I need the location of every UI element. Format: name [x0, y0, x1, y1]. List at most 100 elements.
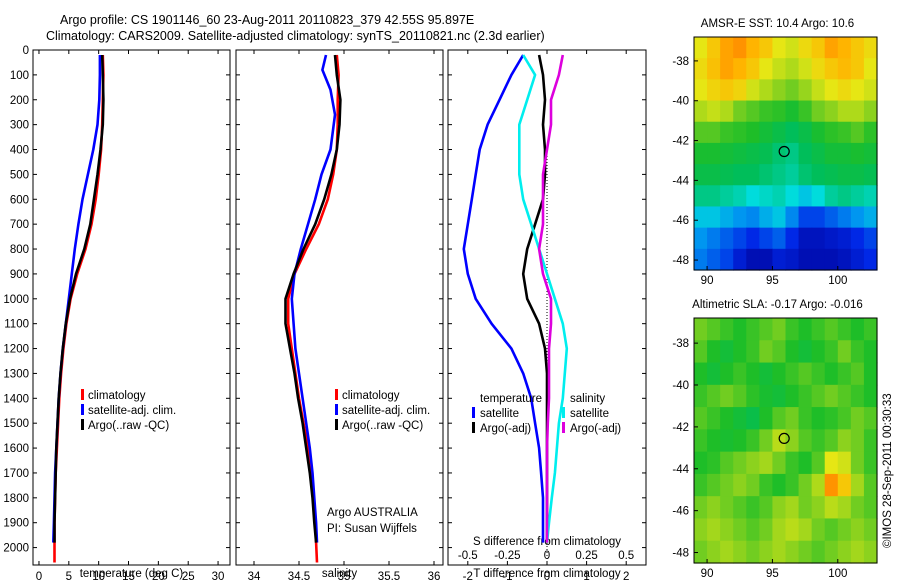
heatmap-cell	[707, 340, 721, 364]
x-axis-label: temperature (deg C)	[80, 568, 184, 580]
heatmap-cell	[746, 384, 760, 408]
lat-tick-label: -44	[672, 175, 689, 187]
x-axis-label: salinity	[322, 568, 357, 580]
heatmap-cell	[772, 121, 787, 144]
heatmap-cell	[863, 518, 878, 542]
heatmap-cell	[720, 100, 734, 123]
heatmap-cell	[720, 121, 734, 144]
heatmap-cell	[863, 37, 878, 59]
lon-tick-label: 90	[701, 275, 714, 287]
difference-series-satellite	[462, 54, 545, 543]
heatmap-cell	[720, 407, 734, 430]
heatmap-cell	[850, 407, 865, 430]
lat-tick-label: -44	[672, 464, 689, 476]
heatmap-cell	[746, 206, 760, 229]
heatmap-cell	[694, 340, 708, 364]
map-title: AMSR-E SST: 10.4 Argo: 10.6	[701, 18, 854, 30]
heatmap-cell	[785, 227, 800, 250]
legend-swatch	[81, 389, 84, 400]
heatmap-cell	[837, 429, 852, 453]
depth-tick-label: 2000	[3, 543, 29, 555]
legend-swatch	[335, 389, 338, 400]
heatmap-cell	[720, 185, 734, 208]
heatmap-cell	[772, 518, 787, 542]
heatmap-cell	[694, 121, 708, 144]
heatmap-cell	[863, 142, 878, 165]
depth-tick-label: 1400	[3, 393, 29, 405]
heatmap-cell	[733, 540, 747, 564]
depth-tick-label: 1800	[3, 493, 29, 505]
heatmap-cell	[785, 37, 800, 59]
heatmap-cell	[694, 473, 708, 497]
heatmap-cell	[772, 473, 787, 497]
heatmap-cell	[837, 362, 852, 386]
x-tick-label: 30	[212, 571, 225, 580]
heatmap-cell	[824, 185, 839, 208]
depth-tick-label: 1100	[4, 319, 29, 331]
heatmap-cell	[707, 121, 721, 144]
heatmap-cell	[733, 340, 747, 364]
heatmap-cell	[863, 58, 878, 80]
heatmap-cell	[850, 79, 865, 102]
heatmap-cell	[707, 451, 721, 475]
heatmap-cell	[837, 340, 852, 364]
depth-tick-label: 1600	[3, 443, 29, 455]
heatmap-cell	[759, 227, 774, 250]
heatmap-cell	[850, 142, 865, 165]
temperature-axes-frame	[32, 49, 231, 566]
heatmap-cell	[824, 142, 839, 165]
heatmap-cell	[720, 540, 734, 564]
heatmap-cell	[798, 496, 813, 520]
heatmap-cell	[785, 142, 800, 165]
heatmap-cell	[772, 206, 787, 229]
heatmap-cell	[811, 121, 826, 144]
heatmap-cell	[733, 248, 747, 271]
legend-swatch	[562, 422, 565, 433]
heatmap-cell	[707, 473, 721, 497]
heatmap-cell	[772, 340, 787, 364]
heatmap-cell	[850, 185, 865, 208]
x-tick-label: -1	[502, 571, 512, 580]
heatmap-cell	[837, 384, 852, 408]
heatmap-cell	[785, 340, 800, 364]
lat-tick-label: -40	[672, 96, 689, 108]
pi-label: PI: Susan Wijffels	[327, 523, 417, 535]
heatmap-cell	[785, 185, 800, 208]
heatmap-cell	[733, 79, 747, 102]
heatmap-cell	[733, 164, 747, 186]
heatmap-cell	[837, 100, 852, 123]
heatmap-cell	[759, 185, 774, 208]
s-axis-tick-label: -0.25	[494, 550, 520, 562]
depth-tick-label: 700	[10, 219, 29, 231]
heatmap-cell	[720, 227, 734, 250]
heatmap-cell	[720, 362, 734, 386]
legend-entry: satellite	[480, 408, 519, 420]
x-tick-label: 36	[428, 571, 441, 580]
heatmap-cell	[707, 496, 721, 520]
heatmap-cell	[811, 429, 826, 453]
heatmap-cell	[759, 540, 774, 564]
depth-tick-label: 200	[10, 95, 29, 107]
heatmap-cell	[837, 206, 852, 229]
heatmap-cell	[772, 248, 787, 271]
heatmap-cell	[720, 142, 734, 165]
heatmap-cell	[798, 318, 813, 341]
heatmap-cell	[863, 451, 878, 475]
heatmap-cell	[720, 164, 734, 186]
lon-tick-label: 95	[766, 568, 779, 580]
depth-tick-label: 1200	[3, 344, 29, 356]
heatmap-cell	[811, 206, 826, 229]
lat-tick-label: -48	[672, 255, 689, 267]
heatmap-cell	[746, 79, 760, 102]
heatmap-cell	[759, 121, 774, 144]
depth-tick-label: 300	[10, 120, 29, 132]
legend-swatch	[335, 419, 338, 430]
heatmap-cell	[811, 100, 826, 123]
heatmap-cell	[863, 407, 878, 430]
heatmap-cell	[759, 473, 774, 497]
heatmap-cell	[759, 164, 774, 186]
heatmap-cell	[785, 121, 800, 144]
heatmap-cell	[798, 362, 813, 386]
legend-entry: Argo(..raw -QC)	[88, 420, 169, 432]
heatmap-cell	[837, 451, 852, 475]
